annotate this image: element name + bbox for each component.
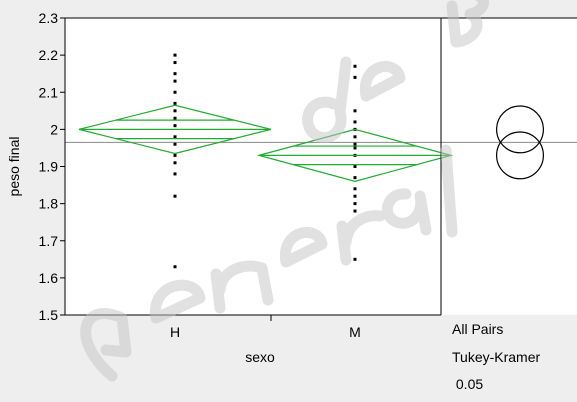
data-point-m-15: [353, 257, 357, 261]
data-point-h-12: [173, 161, 177, 165]
data-point-h-2: [173, 72, 177, 76]
data-point-h-9: [173, 135, 177, 139]
y-tick-label-0: 1.5: [39, 307, 59, 323]
data-point-m-9: [353, 165, 357, 168]
y-tick-label-1: 1.6: [39, 270, 59, 286]
data-point-h-10: [173, 142, 177, 146]
data-point-m-5: [353, 135, 357, 139]
data-point-h-4: [173, 90, 177, 94]
x-axis-label: sexo: [245, 349, 275, 365]
data-point-h-14: [173, 194, 177, 198]
data-point-h-1: [173, 61, 177, 65]
y-tick-label-5: 2: [50, 121, 58, 137]
data-point-m-12: [353, 194, 357, 198]
data-point-h-7: [173, 116, 177, 120]
data-point-h-5: [173, 101, 177, 105]
data-point-m-7: [353, 146, 357, 150]
data-point-h-13: [173, 172, 177, 176]
data-point-m-10: [353, 176, 357, 180]
plot-area: [65, 18, 577, 315]
data-point-m-14: [353, 209, 357, 213]
data-point-m-11: [353, 187, 357, 191]
comparison-circle-h: [496, 105, 544, 154]
data-point-h-8: [173, 124, 177, 128]
y-tick-label-8: 2.3: [39, 10, 59, 26]
data-point-h-0: [173, 53, 177, 57]
y-tick-label-7: 2.2: [39, 47, 59, 63]
comparison-label-1: Tukey-Kramer: [452, 349, 541, 365]
data-point-m-13: [353, 202, 357, 206]
data-point-h-3: [173, 79, 177, 83]
y-tick-label-3: 1.8: [39, 196, 59, 212]
category-label-m: M: [349, 324, 361, 340]
data-point-h-15: [173, 265, 177, 269]
data-point-m-0: [353, 64, 357, 68]
comparison-circle-m: [496, 131, 544, 180]
y-axis-label: peso final: [6, 137, 22, 197]
data-point-m-6: [353, 142, 357, 146]
data-point-h-6: [173, 109, 177, 113]
data-point-h-11: [173, 153, 177, 157]
comparison-label-0: All Pairs: [452, 321, 503, 337]
y-tick-label-2: 1.7: [39, 233, 59, 249]
data-point-m-2: [353, 109, 357, 113]
y-tick-label-6: 2.1: [39, 84, 59, 100]
y-tick-label-4: 1.9: [39, 159, 59, 175]
data-point-m-3: [353, 120, 357, 124]
comparison-label-2: 0.05: [452, 376, 483, 392]
data-point-m-1: [353, 75, 357, 79]
category-label-h: H: [170, 324, 180, 340]
